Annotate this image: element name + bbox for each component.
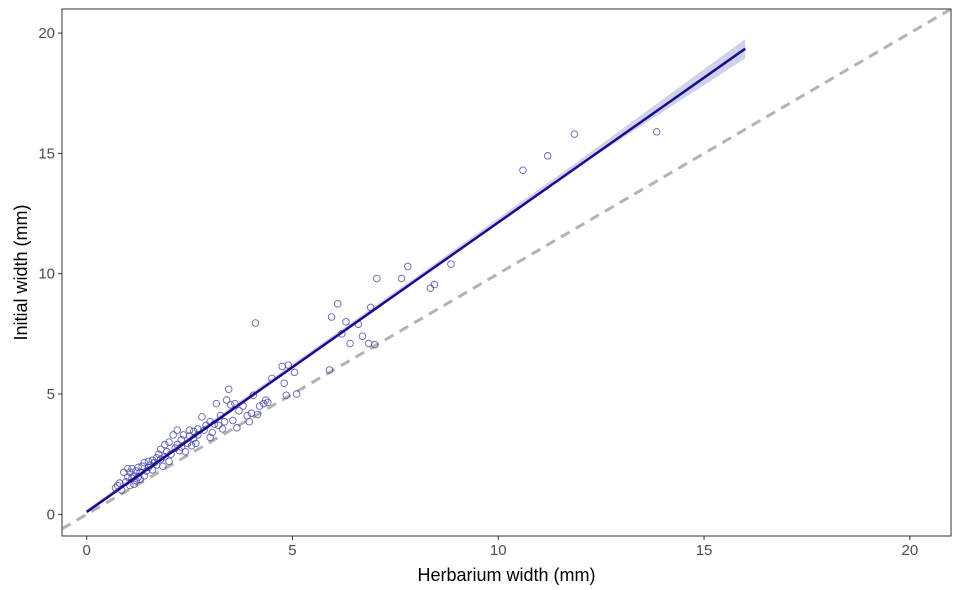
- data-point: [222, 396, 231, 404]
- y-axis: 0 5 10 15 20: [38, 25, 62, 523]
- data-point: [218, 425, 227, 433]
- data-point: [373, 274, 381, 283]
- reference-line-layer: [62, 9, 951, 531]
- data-point: [224, 385, 233, 393]
- data-point: [134, 463, 142, 472]
- plot-panel-border: [61, 8, 952, 537]
- data-point: [371, 340, 379, 349]
- data-point: [198, 413, 206, 421]
- x-axis-title: Herbarium width (mm): [417, 565, 595, 585]
- data-point: [447, 260, 455, 268]
- data-point: [255, 402, 264, 410]
- data-point: [130, 480, 138, 489]
- data-point: [169, 431, 177, 439]
- data-point: [152, 454, 161, 462]
- y-tick-label: 10: [38, 266, 55, 283]
- data-point: [187, 442, 196, 450]
- data-point: [220, 417, 229, 426]
- data-point: [208, 428, 216, 437]
- data-point: [259, 399, 268, 408]
- y-tick-label: 5: [47, 386, 55, 403]
- x-tick-label: 10: [490, 542, 507, 559]
- reference-line: [62, 9, 951, 531]
- fit-line-layer: [85, 47, 746, 513]
- data-point: [229, 416, 237, 425]
- data-point: [124, 464, 132, 473]
- data-point: [570, 130, 579, 138]
- data-point: [185, 426, 194, 434]
- x-tick-label: 20: [901, 542, 918, 559]
- data-point: [358, 332, 367, 341]
- y-tick-label: 15: [38, 145, 55, 162]
- data-point: [290, 368, 299, 377]
- data-point: [284, 361, 293, 369]
- data-point: [280, 379, 289, 387]
- data-point: [543, 152, 552, 160]
- data-point: [212, 399, 221, 408]
- data-point: [181, 448, 190, 456]
- y-tick-label: 0: [47, 506, 55, 523]
- data-point: [235, 407, 243, 415]
- data-point: [397, 274, 406, 283]
- fit-line: [85, 47, 746, 513]
- data-point: [200, 426, 208, 434]
- data-point: [261, 396, 270, 404]
- data-point: [159, 462, 167, 470]
- data-point: [161, 440, 169, 449]
- data-point: [173, 426, 181, 434]
- x-tick-label: 15: [696, 542, 713, 559]
- data-point: [519, 166, 527, 174]
- data-point: [334, 300, 342, 308]
- data-point: [282, 391, 291, 399]
- data-point: [249, 391, 258, 399]
- data-point: [264, 398, 272, 407]
- data-point: [342, 318, 350, 326]
- data-point: [327, 313, 336, 321]
- data-point: [403, 262, 412, 271]
- x-tick-label: 0: [83, 542, 91, 559]
- data-point: [192, 439, 200, 448]
- data-point: [652, 127, 661, 136]
- data-point: [346, 339, 354, 348]
- data-point: [161, 452, 169, 461]
- data-point: [245, 417, 254, 426]
- data-point: [206, 433, 214, 442]
- data-point: [165, 457, 173, 466]
- data-point: [233, 423, 241, 432]
- data-point: [165, 438, 173, 446]
- data-point: [177, 435, 186, 444]
- data-point: [253, 410, 262, 419]
- data-point: [226, 401, 235, 409]
- data-point: [430, 280, 439, 289]
- data-point: [251, 319, 260, 327]
- y-tick-label: 20: [38, 25, 55, 42]
- y-axis-title: Initial width (mm): [11, 204, 31, 340]
- x-tick-label: 5: [288, 542, 296, 559]
- data-point: [292, 390, 301, 398]
- data-point: [325, 366, 334, 374]
- data-point: [148, 456, 157, 464]
- x-axis: 0 5 10 15 20: [83, 536, 918, 559]
